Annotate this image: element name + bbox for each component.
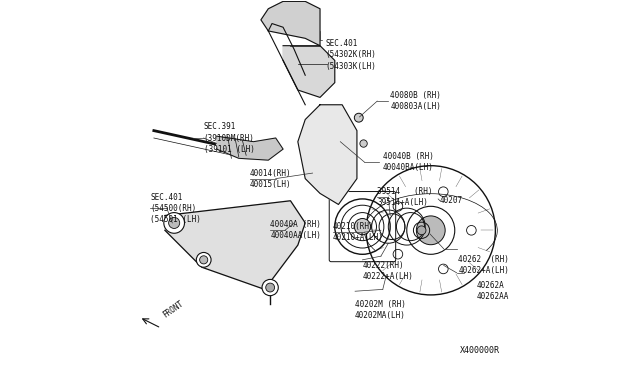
Text: 40262A
40262AA: 40262A 40262AA [477, 281, 509, 301]
Text: 40262  (RH)
40262+A(LH): 40262 (RH) 40262+A(LH) [458, 255, 509, 275]
Circle shape [200, 256, 208, 264]
Text: X400000R: X400000R [460, 346, 500, 355]
Text: 40210(RH)
40210+A(LH): 40210(RH) 40210+A(LH) [333, 222, 384, 242]
Circle shape [355, 218, 371, 235]
Polygon shape [261, 1, 320, 46]
Text: 40207: 40207 [440, 196, 463, 205]
Circle shape [168, 217, 180, 228]
Text: 40222(RH)
40222+A(LH): 40222(RH) 40222+A(LH) [362, 261, 413, 281]
Circle shape [164, 212, 184, 233]
Text: 40040B (RH)
40040BA(LH): 40040B (RH) 40040BA(LH) [383, 152, 434, 172]
Polygon shape [216, 136, 283, 160]
Text: 40080B (RH)
400803A(LH): 40080B (RH) 400803A(LH) [390, 91, 441, 111]
Text: FRONT: FRONT [161, 299, 186, 320]
Text: 40202M (RH)
40202MA(LH): 40202M (RH) 40202MA(LH) [355, 299, 406, 320]
Circle shape [417, 216, 445, 245]
Text: 39514   (RH)
39514+A(LH): 39514 (RH) 39514+A(LH) [377, 187, 433, 207]
Text: SEC.401
(54500(RH)
(54501 (LH): SEC.401 (54500(RH) (54501 (LH) [150, 193, 201, 224]
Text: 40040A (RH)
40040AA(LH): 40040A (RH) 40040AA(LH) [270, 220, 321, 240]
Circle shape [355, 113, 363, 122]
Circle shape [417, 226, 426, 235]
Circle shape [360, 140, 367, 147]
Text: 40014(RH)
40015(LH): 40014(RH) 40015(LH) [250, 169, 291, 189]
Text: SEC.391
(3910DM(RH)
(39101 (LH): SEC.391 (3910DM(RH) (39101 (LH) [204, 122, 255, 154]
Polygon shape [283, 46, 335, 97]
Circle shape [266, 283, 275, 292]
Circle shape [196, 253, 211, 267]
Polygon shape [298, 105, 357, 205]
Circle shape [262, 279, 278, 296]
Polygon shape [165, 201, 305, 289]
Text: SEC.401
(54302K(RH)
(54303K(LH): SEC.401 (54302K(RH) (54303K(LH) [326, 39, 376, 71]
